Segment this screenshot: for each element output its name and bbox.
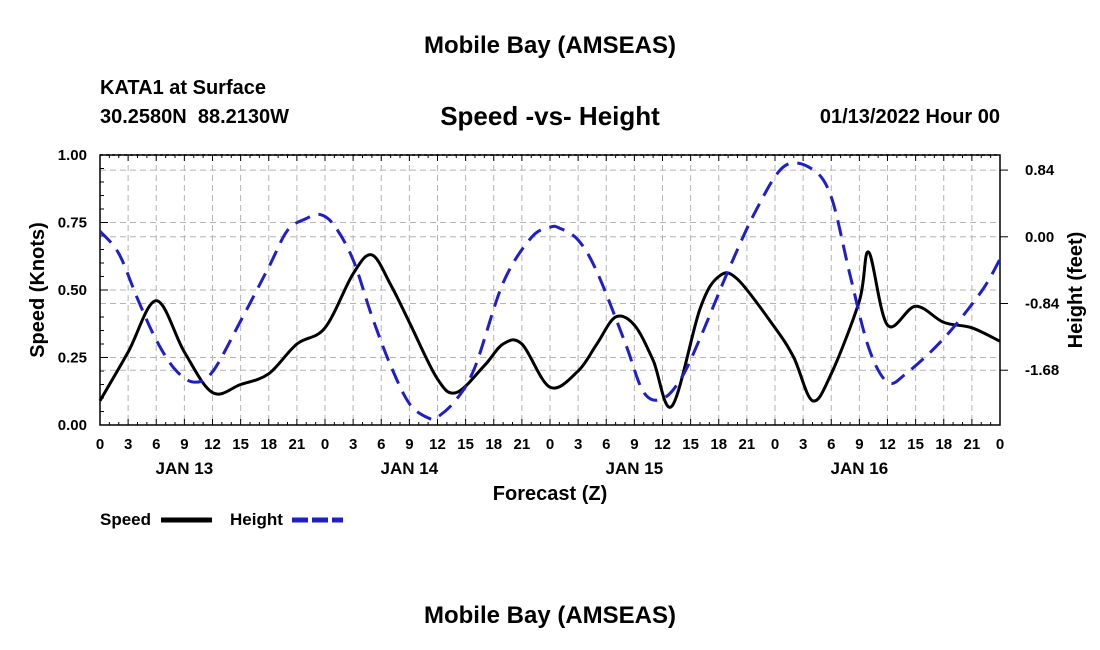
legend-label-height: Height <box>230 510 283 529</box>
x-tick-label: 18 <box>935 436 952 453</box>
x-tick-label: 21 <box>739 436 756 453</box>
y2-tick-label: -1.68 <box>1025 362 1059 379</box>
y-tick-label: 0.75 <box>58 215 87 232</box>
y-axis-title: Speed (Knots) <box>27 222 49 358</box>
y-tick-label: 0.50 <box>58 282 87 299</box>
y-tick-label: 0.00 <box>58 417 87 434</box>
x-tick-label: 6 <box>602 436 610 453</box>
footer-title: Mobile Bay (AMSEAS) <box>423 602 677 629</box>
x-tick-label: 3 <box>124 436 132 453</box>
x-tick-label: 15 <box>907 436 924 453</box>
x-tick-label: 0 <box>996 436 1004 453</box>
date-label: JAN 16 <box>831 459 889 478</box>
station-label: KATA1 at Surface <box>100 77 266 99</box>
x-tick-label: 3 <box>799 436 807 453</box>
x-tick-label: 6 <box>827 436 835 453</box>
forecast-datetime: 01/13/2022 Hour 00 <box>819 106 1000 128</box>
chart-subtitle: Speed -vs- Height <box>440 101 660 131</box>
x-axis-title: Forecast (Z) <box>493 483 607 505</box>
date-label: JAN 14 <box>381 459 439 478</box>
x-tick-label: 15 <box>232 436 249 453</box>
x-tick-label: 12 <box>204 436 221 453</box>
x-tick-label: 18 <box>260 436 277 453</box>
y-tick-label: 0.25 <box>58 350 87 367</box>
x-tick-label: 9 <box>180 436 188 453</box>
x-tick-label: 9 <box>855 436 863 453</box>
x-tick-label: 3 <box>349 436 357 453</box>
x-tick-label: 0 <box>771 436 779 453</box>
date-label: JAN 15 <box>606 459 664 478</box>
x-tick-label: 9 <box>405 436 413 453</box>
x-tick-label: 3 <box>574 436 582 453</box>
y2-tick-label: 0.84 <box>1025 162 1055 179</box>
x-tick-label: 18 <box>485 436 502 453</box>
y2-tick-label: -0.84 <box>1025 296 1060 313</box>
x-tick-label: 12 <box>654 436 671 453</box>
legend-label-speed: Speed <box>100 510 151 529</box>
y-tick-label: 1.00 <box>58 147 87 164</box>
x-tick-label: 9 <box>630 436 638 453</box>
coordinates-label: 30.2580N 88.2130W <box>100 106 290 128</box>
x-tick-label: 21 <box>289 436 306 453</box>
x-tick-label: 12 <box>879 436 896 453</box>
x-tick-label: 12 <box>429 436 446 453</box>
x-tick-label: 0 <box>321 436 329 453</box>
x-tick-label: 18 <box>710 436 727 453</box>
x-tick-label: 6 <box>152 436 160 453</box>
series-line-height <box>98 161 1002 421</box>
page-title: Mobile Bay (AMSEAS) <box>423 32 677 59</box>
x-tick-label: 0 <box>546 436 554 453</box>
series-line-speed <box>98 250 1001 409</box>
date-label: JAN 13 <box>156 459 214 478</box>
x-tick-label: 15 <box>682 436 699 453</box>
x-tick-label: 21 <box>964 436 981 453</box>
x-tick-label: 15 <box>457 436 474 453</box>
y2-tick-label: 0.00 <box>1025 229 1054 246</box>
x-tick-label: 21 <box>514 436 531 453</box>
x-tick-label: 0 <box>96 436 104 453</box>
y2-axis-title: Height (feet) <box>1065 232 1087 349</box>
x-tick-label: 6 <box>377 436 385 453</box>
